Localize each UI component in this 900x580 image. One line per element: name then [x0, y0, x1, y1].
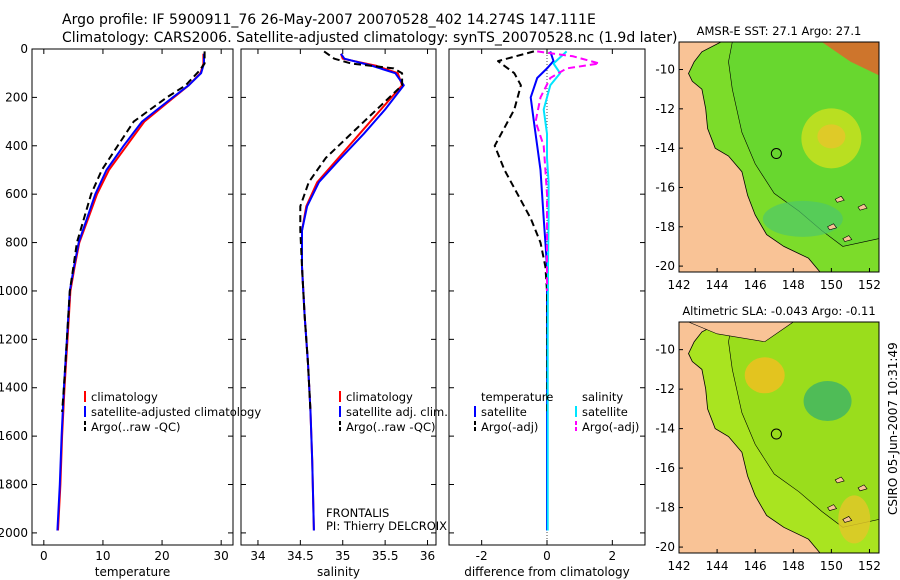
- depth-tick-label: 1200: [0, 332, 28, 346]
- sla-map-xtick-label: 150: [820, 559, 843, 573]
- sst-map-frame: [678, 41, 880, 273]
- float-name-annotation: FRONTALIS: [326, 506, 389, 520]
- sst-map-xtick-label: 148: [782, 278, 805, 292]
- series-line-climatology: [57, 53, 205, 531]
- sst-map-ytick-label: -20: [655, 259, 675, 273]
- sst-map-ytick-label: -12: [655, 102, 675, 116]
- legend-sal-argo-label: Argo(..raw -QC): [346, 420, 436, 434]
- sst-warm-core: [817, 124, 846, 149]
- sla-map-argo-marker: [770, 428, 782, 440]
- legend-diff-temperature-header: temperature: [481, 390, 553, 404]
- sst-map-ytick-label: -14: [655, 141, 675, 155]
- depth-tick-label: 400: [5, 139, 28, 153]
- temperature-panel-xtick-label: 0: [40, 549, 48, 563]
- legend-diff-temp-satellite-label: satellite: [481, 405, 527, 419]
- depth-tick-label: 1800: [0, 478, 28, 492]
- temperature-panel-frame: [31, 48, 234, 546]
- salinity-panel-xlabel: salinity: [317, 565, 360, 579]
- salinity-panel-xtick-label: 36: [420, 549, 435, 563]
- temperature-panel-xtick-label: 20: [154, 549, 169, 563]
- sla-low-patch: [803, 380, 852, 421]
- sst-map-xtick-label: 146: [744, 278, 767, 292]
- series-line-satellite-adj-clim-: [301, 53, 405, 531]
- sla-map-xtick-label: 148: [782, 559, 805, 573]
- sst-map-argo-marker: [770, 148, 782, 160]
- legend-temp-satellite-label: satellite-adjusted climatology: [91, 405, 261, 419]
- sst-map-reef-island: [857, 203, 868, 211]
- sla-map-xtick-label: 144: [706, 559, 729, 573]
- legend-diff-salinity-header: salinity: [582, 390, 623, 404]
- sla-map-xtick-label: 146: [744, 559, 767, 573]
- sst-map-ytick-label: -16: [655, 180, 675, 194]
- depth-tick-label: 2000: [0, 526, 28, 540]
- legend-diff-sal-argo-label: Argo(-adj): [582, 420, 639, 434]
- legend-sal-satellite-label: satellite adj. clim.: [346, 405, 448, 419]
- png-land-coast: [821, 42, 879, 76]
- sla-map-ytick-label: -18: [655, 501, 675, 515]
- depth-tick-label: 1400: [0, 381, 28, 395]
- sla-map-ytick-label: -20: [655, 540, 675, 554]
- sst-map-xtick-label: 144: [706, 278, 729, 292]
- legend-diff-sal-satellite-label: satellite: [582, 405, 628, 419]
- sst-map-title: AMSR-E SST: 27.1 Argo: 27.1: [697, 24, 862, 38]
- depth-tick-label: 1000: [0, 284, 28, 298]
- series-line-climatology: [301, 53, 404, 531]
- sla-map-title: Altimetric SLA: -0.043 Argo: -0.11: [682, 304, 875, 318]
- sla-high-patch: [744, 357, 785, 394]
- sst-map-reef-island: [834, 195, 845, 203]
- sla-southeast-patch: [838, 495, 871, 544]
- series-line-salinity-argo-adj-: [534, 50, 601, 291]
- sst-map-reef-island: [827, 223, 838, 231]
- sst-map-xtick-label: 150: [820, 278, 843, 292]
- salinity-panel-xtick-label: 34: [250, 549, 265, 563]
- sst-map-ytick-label: -10: [655, 63, 675, 77]
- figure-title-line2: Climatology: CARS2006. Satellite-adjuste…: [62, 30, 678, 46]
- sla-map-ytick-label: -10: [655, 343, 675, 357]
- sla-map-frame: [678, 321, 880, 554]
- series-line-temperature-satellite: [529, 51, 555, 531]
- depth-tick-label: 800: [5, 236, 28, 250]
- difference-panel-xtick-label: 2: [609, 549, 617, 563]
- legend-diff-temp-argo-label: Argo(-adj): [481, 420, 538, 434]
- series-line-satellite-adjusted-climatology: [56, 53, 205, 531]
- depth-tick-label: 1600: [0, 429, 28, 443]
- salinity-panel-xtick-label: 35: [335, 549, 350, 563]
- sla-map-xtick-label: 142: [668, 559, 691, 573]
- sla-map-reef-island: [827, 504, 838, 511]
- temperature-panel-xlabel: temperature: [95, 565, 170, 579]
- series-line-argo-raw-qc-: [299, 50, 404, 412]
- sla-map-reef-island: [857, 484, 868, 492]
- figure-title-line1: Argo profile: IF 5900911_76 26-May-2007 …: [62, 12, 596, 28]
- legend-temp-argo-label: Argo(..raw -QC): [91, 420, 181, 434]
- temperature-panel-xtick-label: 30: [214, 549, 229, 563]
- sst-map-ytick-label: -18: [655, 220, 675, 234]
- legend-sal-climatology-label: climatology: [346, 390, 413, 404]
- series-line-argo-raw-qc-: [61, 51, 206, 412]
- sla-map-xtick-label: 152: [858, 559, 881, 573]
- sst-cool-patch: [762, 200, 843, 237]
- salinity-panel-xtick-label: 34.5: [287, 549, 314, 563]
- series-line-temperature-argo-adj-: [493, 50, 548, 412]
- sla-map-reef-island: [842, 516, 853, 523]
- depth-tick-label: 600: [5, 187, 28, 201]
- salinity-panel-xtick-label: 35.5: [372, 549, 399, 563]
- difference-panel-xtick-label: 0: [543, 549, 551, 563]
- pi-name-annotation: PI: Thierry DELCROIX: [326, 519, 447, 533]
- salinity-panel-frame: [240, 48, 437, 546]
- legend-temp-climatology-label: climatology: [91, 390, 158, 404]
- difference-panel-xlabel: difference from climatology: [464, 565, 630, 579]
- sla-map-reef-island: [834, 476, 845, 484]
- sla-map-ytick-label: -12: [655, 382, 675, 396]
- depth-tick-label: 200: [5, 90, 28, 104]
- sst-map-reef-island: [842, 235, 853, 242]
- sst-map-xtick-label: 152: [858, 278, 881, 292]
- temperature-panel-xtick-label: 10: [95, 549, 110, 563]
- sla-map-ytick-label: -14: [655, 422, 675, 436]
- sla-map-ytick-label: -16: [655, 461, 675, 475]
- depth-tick-label: 0: [20, 42, 28, 56]
- sst-map-xtick-label: 142: [668, 278, 691, 292]
- difference-panel-xtick-label: -2: [476, 549, 488, 563]
